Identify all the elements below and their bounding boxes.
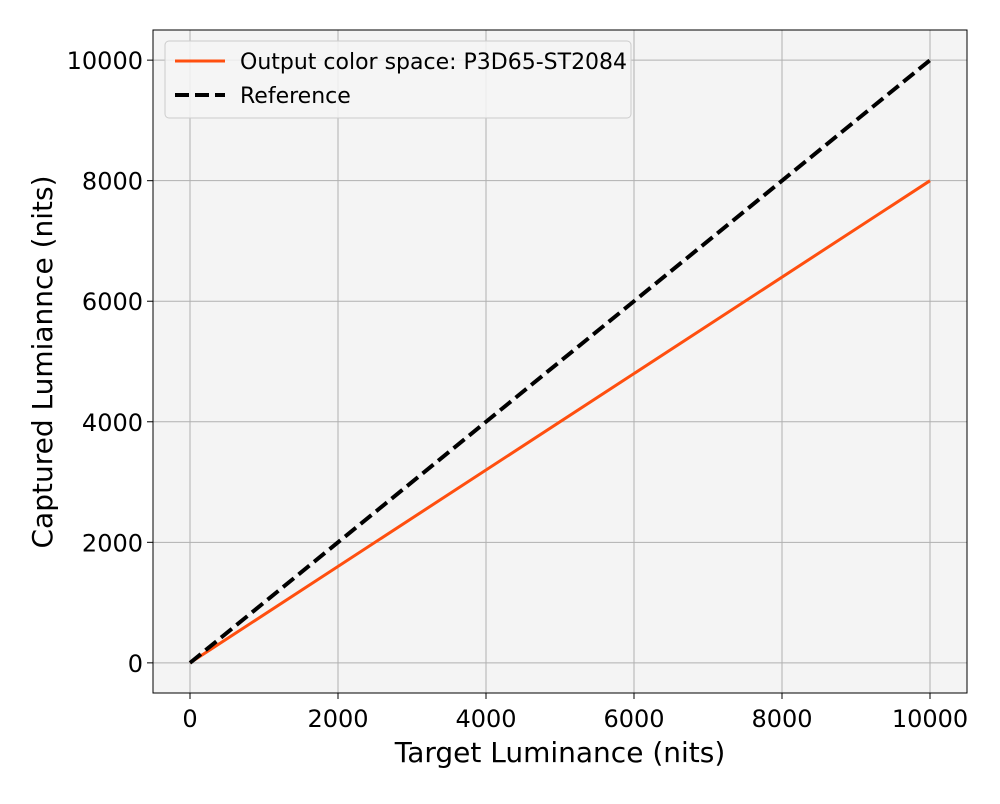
y-axis-label: Captured Lumiannce (nits) — [26, 175, 59, 548]
x-tick-label: 4000 — [455, 705, 516, 733]
y-tick-label: 8000 — [82, 168, 143, 196]
y-tick-label: 0 — [128, 650, 143, 678]
y-tick-label: 6000 — [82, 288, 143, 316]
x-tick-label: 8000 — [751, 705, 812, 733]
x-axis-label: Target Luminance (nits) — [394, 736, 726, 769]
series-line-output — [189, 179, 931, 665]
legend-label-reference: Reference — [240, 84, 351, 109]
x-tick-label: 0 — [182, 705, 197, 733]
y-tick-label: 10000 — [67, 47, 143, 75]
y-tick-label: 2000 — [82, 529, 143, 557]
legend-box — [164, 40, 632, 119]
x-tick-label: 10000 — [892, 705, 968, 733]
plot-frame — [152, 29, 968, 694]
grid-lines — [153, 30, 967, 693]
y-axis-ticks: 0 2000 4000 6000 8000 10000 — [67, 47, 153, 678]
y-tick-label: 4000 — [82, 409, 143, 437]
x-tick-label: 6000 — [603, 705, 664, 733]
x-tick-label: 2000 — [307, 705, 368, 733]
legend: Output color space: P3D65-ST2084 Referen… — [164, 40, 632, 119]
series-lines — [188, 58, 932, 665]
legend-label-output: Output color space: P3D65-ST2084 — [240, 50, 627, 75]
x-axis-ticks: 0 2000 4000 6000 8000 10000 — [182, 693, 968, 733]
